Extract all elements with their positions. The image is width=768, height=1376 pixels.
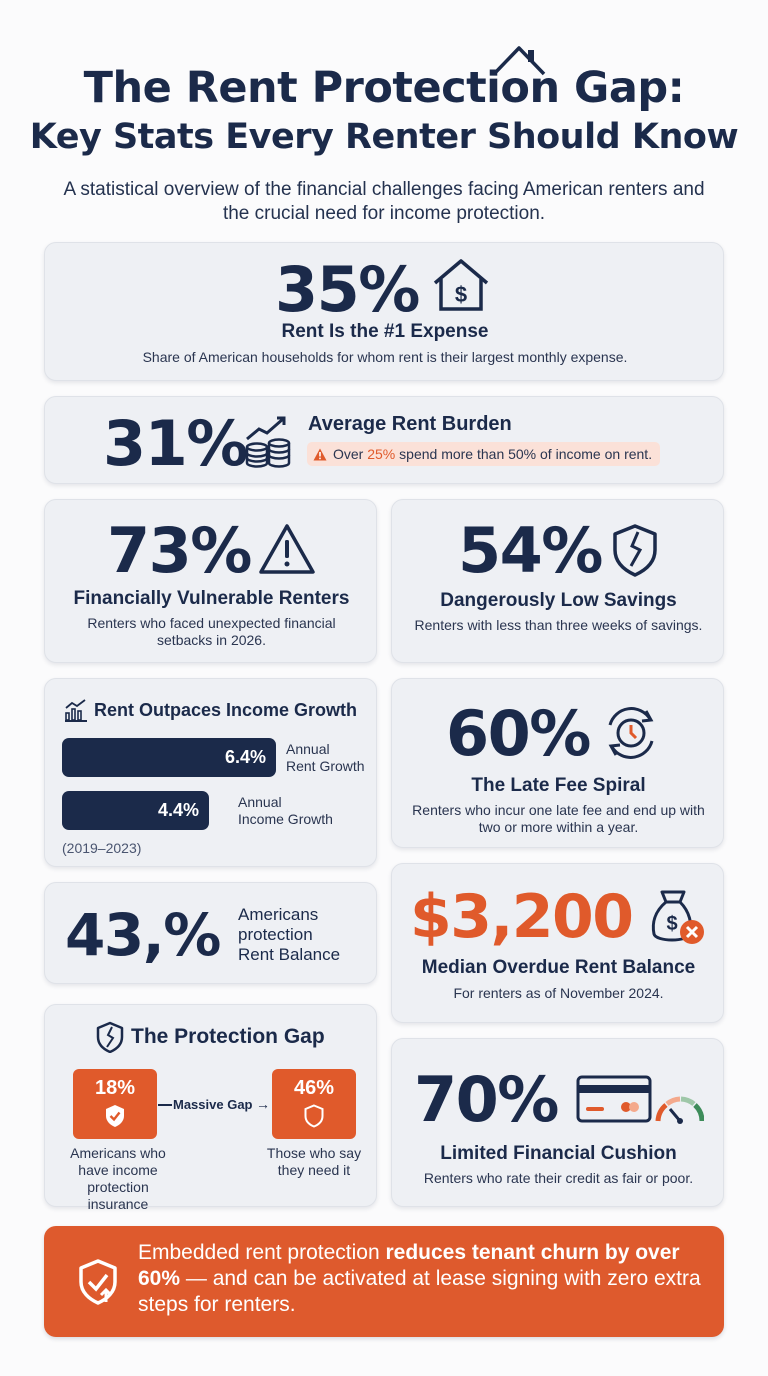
- stat-text: Renters who rate their credit as fair or…: [423, 1170, 694, 1186]
- page-title: The Rent Protection Gap: Key Stats Every…: [0, 62, 768, 160]
- card-balance: 43,% Americans protection Rent Balance: [44, 882, 377, 984]
- credit-card-gauge-icon: [576, 1073, 704, 1127]
- stat-text: Renters who incur one late fee and end u…: [412, 802, 705, 835]
- bar-chart-icon: [63, 699, 89, 723]
- caption-line: Income Growth: [238, 811, 333, 827]
- warning-triangle-icon: [257, 522, 317, 576]
- clock-cycle-icon: [598, 703, 664, 763]
- caption-line: Rent Growth: [286, 758, 365, 774]
- stat-value: 43,%: [65, 901, 221, 969]
- banner-text-a: Embedded rent protection: [138, 1241, 386, 1264]
- broken-shield-icon: [95, 1021, 125, 1053]
- insured-value: 18%: [94, 1077, 136, 1099]
- card-low-savings: 54% Dangerously Low Savings Renters with…: [391, 499, 724, 663]
- coin-stack-growth-icon: [243, 413, 295, 469]
- stat-heading: Limited Financial Cushion: [440, 1143, 677, 1164]
- warning-prefix: Over: [333, 446, 368, 462]
- title-line-1: The Rent Protection Gap:: [83, 63, 685, 113]
- banner-text-b: — and can be activated at lease signing …: [138, 1267, 701, 1316]
- label-line: protection: [238, 925, 313, 944]
- warning-suffix: spend more than 50% of income on rent.: [395, 446, 653, 462]
- card-rent-expense: 35% $ Rent Is the #1 Expense Share of Am…: [44, 242, 724, 381]
- card-vulnerable: 73% Financially Vulnerable Renters Rente…: [44, 499, 377, 663]
- title-line-2: Key Stats Every Renter Should Know: [29, 117, 739, 157]
- gap-label: Massive Gap: [173, 1097, 253, 1112]
- stat-text: Renters with less than three weeks of sa…: [414, 617, 703, 633]
- card-protection-gap: The Protection Gap 18% Massive Gap → 46%…: [44, 1004, 377, 1212]
- banner-message: Embedded rent protection reduces tenant …: [138, 1240, 708, 1318]
- card-income-growth: Rent Outpaces Income Growth 6.4% Annual …: [44, 678, 377, 867]
- shield-check-icon: [76, 1258, 120, 1306]
- chart-heading: Rent Outpaces Income Growth: [94, 700, 358, 720]
- need-value: 46%: [293, 1077, 335, 1099]
- caption-line: Annual: [238, 794, 282, 810]
- warning-note: Over 25% spend more than 50% of income o…: [307, 442, 661, 466]
- stat-text: For renters as of November 2024.: [453, 985, 664, 1001]
- balance-labels: Americans protection Rent Balance: [238, 905, 340, 965]
- stat-heading: The Late Fee Spiral: [471, 775, 646, 796]
- card-overdue: $3,200 $ Median Overdue Rent Balance For…: [391, 863, 724, 1023]
- rent-growth-caption: Annual Rent Growth: [286, 741, 376, 775]
- stat-value: 31%: [103, 407, 248, 480]
- stat-value: 35%: [275, 253, 420, 326]
- date-range-note: (2019–2023): [62, 840, 142, 856]
- need-text: Those who say they need it: [266, 1145, 362, 1178]
- stat-value: $3,200: [410, 882, 634, 952]
- income-growth-caption: Annual Income Growth: [238, 794, 358, 828]
- stat-value: 73%: [107, 514, 252, 587]
- callout-banner: Embedded rent protection reduces tenant …: [44, 1226, 724, 1337]
- svg-text:$: $: [666, 913, 677, 935]
- money-bag-x-icon: $: [648, 888, 706, 948]
- warning-highlight: 25%: [367, 446, 396, 462]
- label-line: Rent Balance: [238, 945, 341, 964]
- insured-stat-box: 18%: [73, 1069, 157, 1139]
- stat-text: Renters who faced unexpected financial s…: [87, 615, 336, 648]
- stat-text: Share of American households for whom re…: [142, 349, 628, 365]
- gap-heading: The Protection Gap: [131, 1025, 325, 1048]
- card-rent-burden: 31% Average Rent Burden Over 25% spend m…: [44, 396, 724, 484]
- stat-heading: Financially Vulnerable Renters: [73, 588, 350, 609]
- broken-shield-icon: [610, 522, 660, 578]
- stat-value: 60%: [446, 697, 591, 770]
- svg-text:$: $: [455, 282, 467, 307]
- gap-arrow: Massive Gap →: [158, 1096, 272, 1113]
- banner-text-bold: reduces tenant churn by over 60%: [138, 1241, 680, 1290]
- stat-heading: Average Rent Burden: [308, 413, 512, 435]
- rent-growth-bar: 6.4%: [62, 738, 276, 777]
- stat-heading: Dangerously Low Savings: [440, 590, 677, 611]
- label-line: Americans: [238, 905, 319, 924]
- insured-text: Americans who have income protection ins…: [70, 1145, 166, 1212]
- caption-line: Annual: [286, 741, 330, 757]
- stat-value: 54%: [458, 514, 603, 587]
- shield-icon: [303, 1104, 325, 1128]
- house-dollar-icon: $: [429, 255, 493, 315]
- income-growth-bar: 4.4%: [62, 791, 209, 830]
- arrow-right-icon: →: [256, 1096, 270, 1112]
- warning-icon: [313, 448, 327, 461]
- check-shield-icon: [104, 1104, 126, 1128]
- card-late-fee: 60% The Late Fee Spiral Renters who incu…: [391, 678, 724, 848]
- stat-heading: Rent Is the #1 Expense: [281, 321, 489, 342]
- stat-value: 70%: [414, 1063, 559, 1136]
- card-cushion: 70% Limited Financial Cushion Renters wh…: [391, 1038, 724, 1207]
- subtitle: A statistical overview of the financial …: [63, 179, 705, 224]
- stat-heading: Median Overdue Rent Balance: [421, 957, 696, 978]
- need-stat-box: 46%: [272, 1069, 356, 1139]
- roof-icon: [491, 44, 547, 78]
